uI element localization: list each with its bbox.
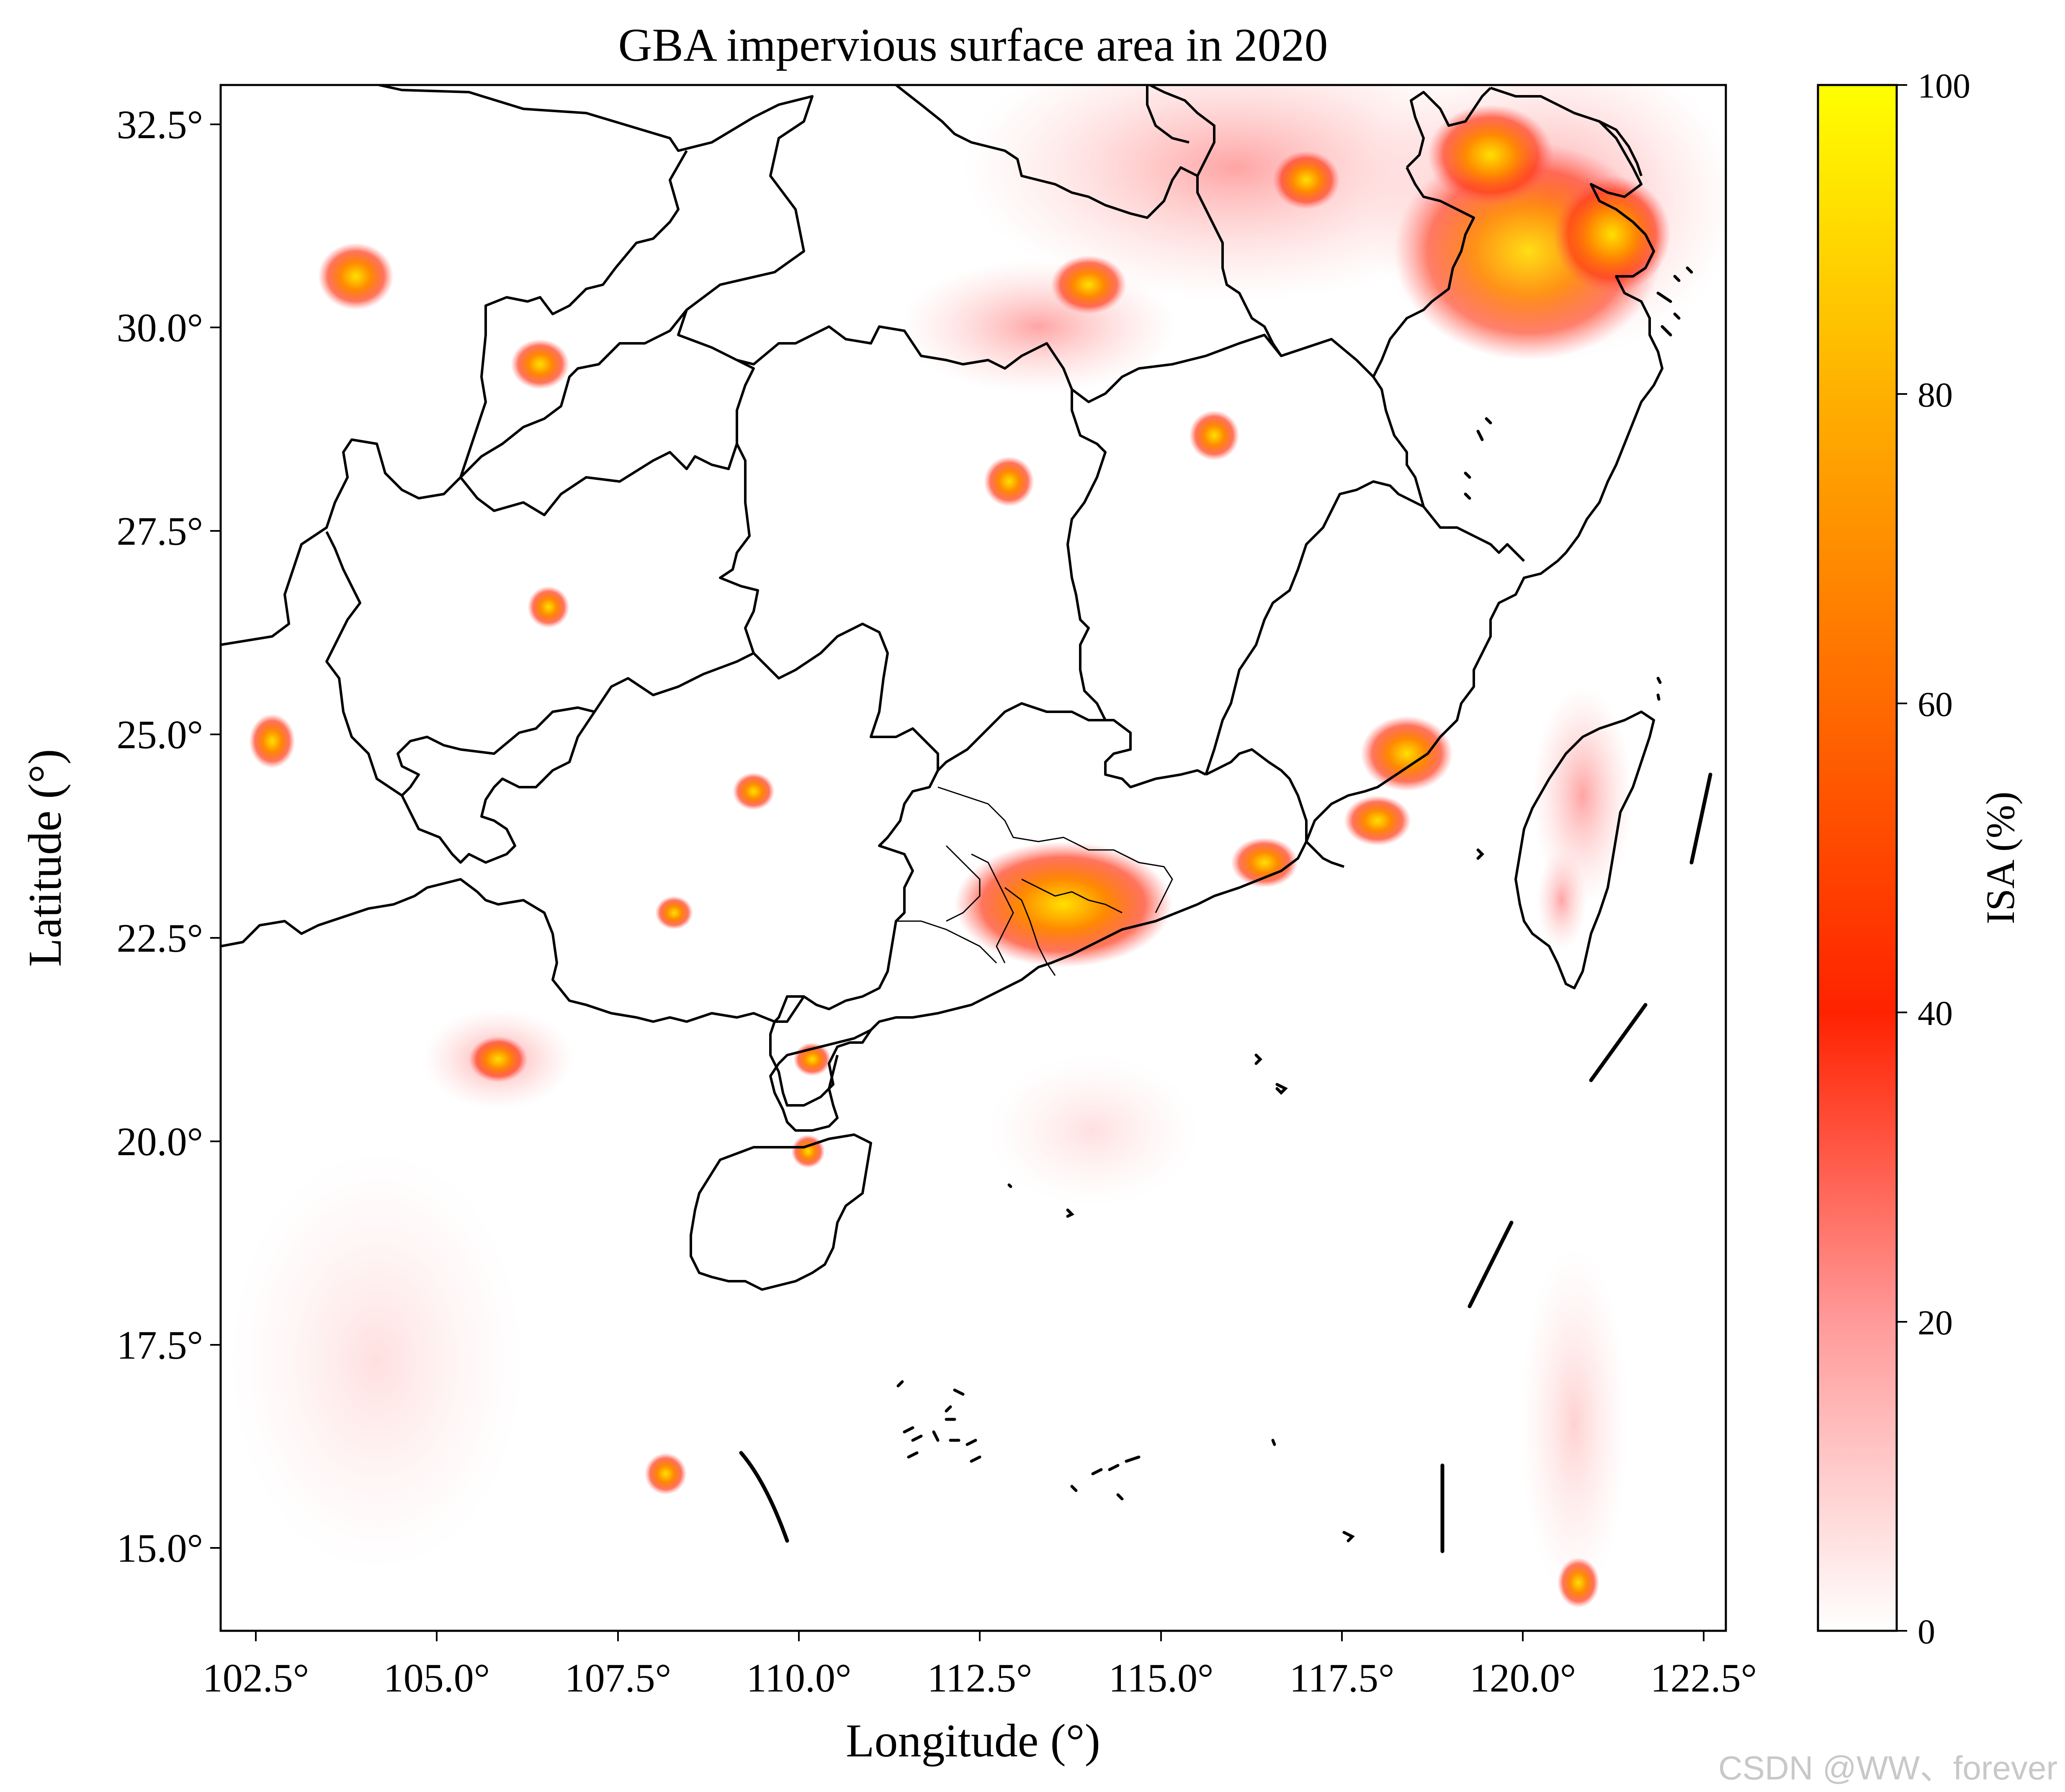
map-title: GBA impervious surface area in 2020	[618, 19, 1328, 71]
y-axis-title: Latitude (°)	[19, 749, 71, 967]
colorbar-tick-label: 80	[1918, 376, 1953, 415]
x-axis-labels: 102.5° 105.0° 107.5° 110.0° 112.5° 115.0…	[203, 1656, 1757, 1700]
colorbar-tick-label: 100	[1918, 67, 1970, 106]
y-axis-ticks	[210, 124, 221, 1549]
y-tick-label: 20.0°	[117, 1119, 203, 1164]
y-tick-label: 32.5°	[117, 102, 203, 147]
y-tick-label: 27.5°	[117, 509, 203, 554]
coastline-shanghai	[1599, 120, 1643, 176]
coastline-leizhou	[769, 1029, 872, 1132]
nine-dash-line	[739, 772, 1712, 1553]
coastline-east	[870, 87, 1663, 1031]
y-tick-label: 17.5°	[117, 1323, 203, 1367]
gba-city-boundaries	[896, 786, 1173, 976]
impervious-density-layer	[230, 85, 1726, 1608]
map-frame	[219, 84, 1727, 1632]
x-tick-label: 112.5°	[927, 1656, 1032, 1700]
x-tick-label: 122.5°	[1650, 1656, 1757, 1700]
x-tick-label: 120.0°	[1470, 1656, 1576, 1700]
x-tick-label: 117.5°	[1290, 1656, 1395, 1700]
boundary-zhejiang-fujian	[1147, 85, 1525, 562]
boundary-yunnan-guizhou	[221, 878, 805, 1023]
colorbar-tick-label: 20	[1918, 1303, 1953, 1342]
x-tick-label: 107.5°	[565, 1656, 671, 1700]
boundary-hunan-west	[397, 443, 759, 797]
colorbar-tick-label: 60	[1918, 685, 1953, 724]
boundary-anhui-jiangsu	[895, 85, 1492, 219]
y-axis-labels: 32.5° 30.0° 27.5° 25.0° 22.5° 20.0° 17.5…	[117, 102, 203, 1571]
x-axis-ticks	[255, 1631, 1705, 1641]
colorbar-tick-label: 40	[1918, 994, 1953, 1033]
y-tick-label: 15.0°	[117, 1526, 203, 1571]
y-tick-label: 30.0°	[117, 305, 203, 350]
x-axis-title: Longitude (°)	[846, 1715, 1100, 1767]
watermark: CSDN @WW、forever	[1718, 1749, 2057, 1787]
province-boundaries	[221, 85, 1663, 1291]
x-tick-label: 105.0°	[384, 1656, 490, 1700]
boundary-jiangxi	[1066, 376, 1425, 868]
colorbar-labels: 0 20 40 60 80 100	[1918, 67, 1970, 1651]
south-china-sea-islands	[896, 266, 1693, 1542]
boundary-chongqing	[459, 150, 755, 516]
colorbar	[1817, 84, 1898, 1632]
boundary-north	[378, 85, 814, 361]
colorbar-tick-label: 0	[1918, 1612, 1935, 1651]
boundary-guangxi-north	[325, 531, 596, 864]
boundary-guangxi-guangdong	[752, 623, 1207, 788]
colorbar-title: ISA (%)	[1978, 791, 2023, 924]
y-tick-label: 22.5°	[117, 916, 203, 960]
x-tick-label: 110.0°	[747, 1656, 852, 1700]
boundary-hubei-hunan	[736, 325, 1375, 403]
coastline-hainan	[690, 1133, 872, 1291]
x-tick-label: 115.0°	[1109, 1656, 1214, 1700]
boundary-sichuan	[221, 309, 688, 646]
map-area	[221, 85, 1726, 1631]
colorbar-ticks	[1897, 84, 1907, 1632]
x-tick-label: 102.5°	[203, 1656, 309, 1700]
coastline-taiwan	[1514, 711, 1655, 989]
y-tick-label: 25.0°	[117, 712, 203, 757]
